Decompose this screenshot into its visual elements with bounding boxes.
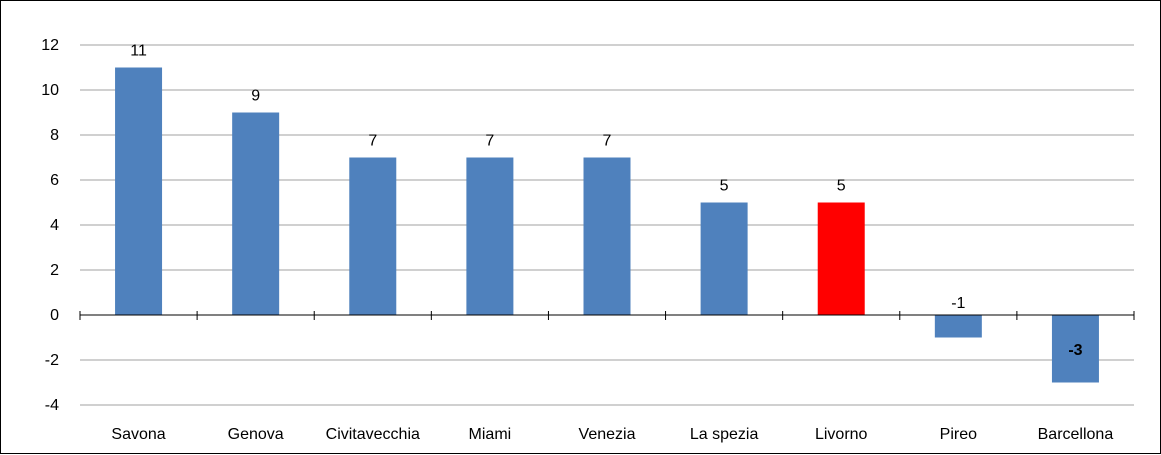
y-axis-tick-labels: -4 -2 0 2 4 6 8 10 12 — [41, 37, 59, 414]
data-label: 7 — [368, 133, 377, 150]
data-label: 9 — [251, 88, 260, 105]
x-tick-label: Genova — [228, 426, 284, 443]
x-tick-label: Barcellona — [1038, 426, 1114, 443]
bar-genova — [232, 112, 280, 315]
x-axis-tick-labels: Savona Genova Civitavecchia Miami Venezia La … — [111, 426, 1113, 443]
x-tick-label: Miami — [469, 426, 512, 443]
data-label: 5 — [837, 178, 846, 195]
x-tick-label: La spezia — [690, 426, 759, 443]
y-tick-label: 2 — [50, 262, 59, 279]
data-label: 7 — [603, 133, 612, 150]
y-tick-label: 0 — [50, 307, 59, 324]
y-tick-label: 4 — [50, 217, 59, 234]
data-label: 5 — [720, 178, 729, 195]
data-label: 11 — [130, 43, 147, 60]
data-label: 7 — [485, 133, 494, 150]
bar-pireo — [934, 315, 982, 338]
x-tick-label: Venezia — [579, 426, 636, 443]
bar-livorno — [817, 202, 865, 315]
bar-la-spezia — [700, 202, 748, 315]
y-tick-label: 8 — [50, 127, 59, 144]
x-tick-label: Civitavecchia — [326, 426, 420, 443]
data-labels: 11 9 7 7 7 5 5 -1 -3 — [130, 43, 1082, 359]
x-tick-label: Pireo — [940, 426, 977, 443]
bar-miami — [466, 157, 514, 315]
y-tick-label: 12 — [41, 37, 59, 54]
bar-civitavecchia — [349, 157, 397, 315]
x-tick-label: Savona — [111, 426, 165, 443]
x-axis — [79, 311, 1135, 320]
y-tick-label: -4 — [45, 397, 59, 414]
y-tick-label: 6 — [50, 172, 59, 189]
bar-barcellona — [1051, 315, 1099, 383]
y-tick-label: -2 — [45, 352, 59, 369]
bars — [115, 67, 1099, 383]
y-tick-label: 10 — [41, 82, 59, 99]
bar-venezia — [583, 157, 631, 315]
data-label: -3 — [1068, 342, 1082, 359]
data-label: -1 — [951, 295, 965, 312]
x-tick-label: Livorno — [815, 426, 868, 443]
bar-savona — [115, 67, 163, 315]
